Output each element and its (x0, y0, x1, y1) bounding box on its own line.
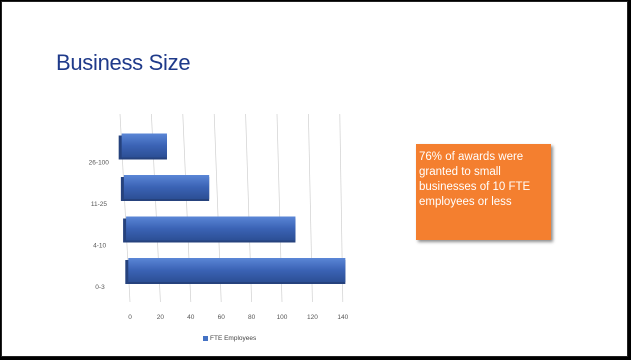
legend-swatch (203, 336, 208, 341)
slide-title: Business Size (56, 50, 191, 75)
x-tick-label-60: 60 (218, 314, 226, 321)
chart-labels: 0 20 40 60 80 100 120 140 0-3 4-10 11-25 26-100 (89, 160, 349, 322)
legend-label: FTE Employees (210, 335, 257, 342)
x-tick-label-80: 80 (248, 314, 256, 321)
x-tick-label-40: 40 (187, 314, 195, 321)
bar-26-100 (121, 133, 167, 158)
y-tick-label-0-3: 0-3 (95, 284, 105, 291)
chart-bars (118, 133, 346, 284)
x-tick-label-20: 20 (157, 314, 165, 321)
x-tick-label-100: 100 (277, 314, 288, 321)
bar-11-25 (123, 175, 210, 199)
summary-callout: 76% of awards were granted to small busi… (416, 144, 551, 240)
y-tick-label-4-10: 4-10 (93, 243, 106, 250)
y-tick-label-11-25: 11-25 (91, 201, 108, 208)
x-tick-label-120: 120 (307, 314, 318, 321)
chart-legend: FTE Employees (203, 335, 256, 342)
y-tick-label-26-100: 26-100 (89, 160, 110, 167)
bar-4-10 (126, 216, 296, 241)
x-tick-label-0: 0 (128, 314, 132, 321)
bar-chart: 0 20 40 60 80 100 120 140 0-3 4-10 11-25 26-100 (89, 113, 349, 322)
bar-0-3 (128, 258, 346, 282)
x-tick-label-140: 140 (337, 314, 348, 321)
